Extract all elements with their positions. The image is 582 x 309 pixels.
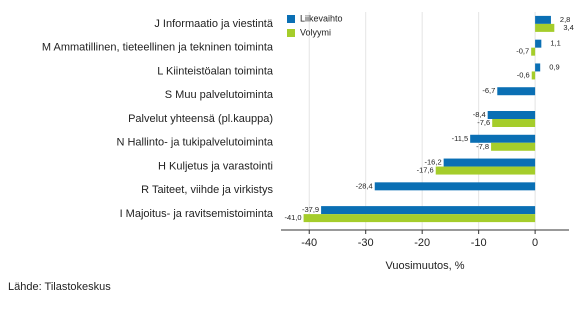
legend-swatch — [287, 15, 295, 23]
legend-label: Volyymi — [300, 27, 331, 37]
legend-swatch — [287, 29, 295, 37]
bar — [531, 47, 536, 56]
value-label: 3,4 — [563, 23, 573, 32]
value-label: -16,2 — [425, 158, 442, 167]
y-tick-label: Palvelut yhteensä (pl.kauppa) — [128, 113, 273, 125]
value-label: -41,0 — [284, 213, 301, 222]
bar — [303, 214, 536, 223]
legend-label: Liikevaihto — [300, 13, 343, 23]
y-tick-label: M Ammatillinen, tieteellinen ja tekninen… — [42, 42, 274, 54]
value-label: -8,4 — [473, 110, 486, 119]
y-tick-label: R Taiteet, viihde ja virkistys — [141, 184, 273, 196]
value-label: -7,8 — [476, 142, 489, 151]
bar — [470, 134, 536, 143]
x-tick-label: 0 — [532, 237, 538, 249]
x-tick-label: -30 — [358, 237, 374, 249]
value-label: 1,1 — [550, 39, 560, 48]
value-label: -11,5 — [452, 134, 469, 143]
y-tick-label: J Informaatio ja viestintä — [154, 18, 273, 30]
value-label: -37,9 — [302, 205, 319, 214]
bar — [443, 158, 536, 167]
bar — [531, 71, 536, 80]
y-tick-label: S Muu palvelutoiminta — [165, 89, 274, 101]
bar — [535, 39, 542, 48]
y-tick-label: L Kiinteistöalan toiminta — [157, 65, 274, 77]
x-tick-label: -40 — [301, 237, 317, 249]
value-label: 0,9 — [549, 62, 559, 71]
bar — [492, 119, 536, 127]
y-tick-label: I Majoitus- ja ravitsemistoiminta — [120, 208, 274, 220]
bar — [435, 166, 536, 175]
value-label: -6,7 — [482, 86, 495, 95]
bar — [321, 206, 536, 215]
x-tick-label: -10 — [471, 237, 487, 249]
bar — [535, 15, 551, 24]
value-label: -0,7 — [516, 47, 529, 56]
bar — [497, 87, 536, 96]
value-label: 2,8 — [560, 15, 570, 24]
value-label: -0,6 — [517, 70, 530, 79]
bar — [535, 63, 541, 72]
y-tick-label: N Hallinto- ja tukipalvelutoiminta — [116, 137, 273, 149]
value-label: -7,6 — [477, 118, 490, 127]
y-tick-label: H Kuljetus ja varastointi — [158, 160, 273, 172]
value-label: -28,4 — [356, 181, 373, 190]
value-label: -17,6 — [417, 166, 434, 175]
x-axis-title: Vuosimuutos, % — [385, 260, 464, 272]
bar — [535, 23, 555, 32]
x-tick-label: -20 — [414, 237, 430, 249]
bar — [487, 111, 536, 119]
source: Lähde: Tilastokeskus — [8, 281, 111, 293]
bar — [491, 142, 536, 151]
bar — [374, 182, 536, 191]
